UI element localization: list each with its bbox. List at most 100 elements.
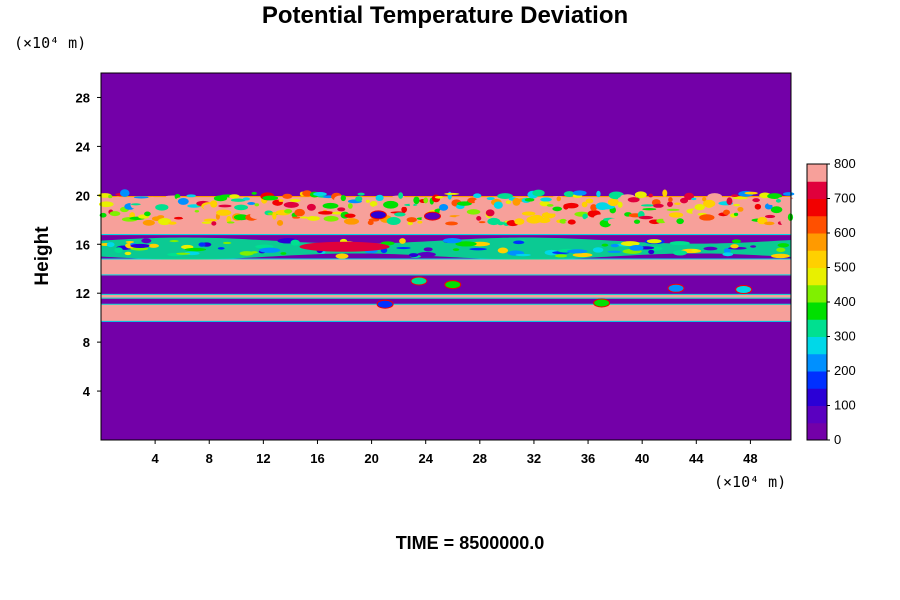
feature-1: [234, 204, 249, 211]
feature-2: [648, 249, 655, 255]
feature-2: [280, 252, 287, 255]
feature-1: [280, 205, 286, 209]
feature-2: [423, 247, 433, 252]
feature-1: [596, 190, 601, 198]
y-tick-label-0: 4: [83, 384, 91, 399]
feature-0: [318, 211, 334, 215]
feature-1: [398, 192, 404, 199]
feature-0: [307, 215, 320, 221]
feature-2: [125, 241, 135, 244]
colorbar-tick-label-6: 600: [834, 225, 856, 240]
colorbar-step-14: [807, 181, 827, 199]
feature-1: [444, 192, 460, 195]
feature-0: [748, 211, 764, 216]
feature-1: [155, 204, 169, 211]
feature-0: [559, 218, 567, 224]
feature-0: [780, 217, 791, 226]
feature-0: [299, 216, 309, 219]
feature-11: [376, 299, 394, 309]
feature-1: [251, 191, 257, 195]
feature-1: [497, 193, 513, 200]
feature-1: [744, 191, 758, 195]
feature-10: [444, 280, 462, 290]
feature-2: [515, 253, 531, 257]
feature-0: [633, 219, 641, 224]
feature-1: [662, 189, 668, 198]
feature-1: [617, 201, 623, 208]
feature-1: [230, 198, 246, 202]
feature-2: [691, 249, 699, 252]
feature-0: [764, 214, 776, 219]
feature-1: [142, 201, 152, 208]
x-tick-label-3: 16: [310, 451, 324, 466]
feature-2: [731, 239, 742, 244]
feature-0: [666, 208, 680, 211]
feature-1: [775, 198, 781, 203]
feature-0: [101, 220, 114, 225]
colorbar-step-6: [807, 319, 827, 337]
feature-1: [423, 197, 429, 204]
feature-1: [365, 199, 370, 203]
feature-0: [487, 217, 501, 226]
feature-0: [284, 209, 293, 214]
feature-0: [276, 219, 284, 226]
x-axis-ticks: 4 8 12 16 20 24 28 32 36 40 44 48: [152, 440, 758, 466]
feature-1: [289, 198, 301, 203]
feature-1: [262, 195, 279, 201]
feature-9: [410, 276, 428, 286]
feature-0: [567, 219, 576, 225]
feature-1: [505, 200, 512, 205]
feature-1: [667, 201, 673, 207]
feature-0: [521, 211, 536, 216]
feature-1: [302, 190, 312, 197]
feature-0: [593, 214, 607, 221]
feature-0: [401, 206, 408, 213]
feature-0: [386, 217, 401, 226]
feature-2: [703, 246, 718, 251]
colorbar-step-7: [807, 302, 827, 320]
feature-0: [292, 216, 301, 219]
feature-0: [194, 210, 200, 213]
feature-0: [367, 220, 374, 226]
feature-1: [563, 191, 576, 197]
colorbar-step-0: [807, 422, 827, 441]
feature-0: [787, 213, 794, 221]
x-tick-label-1: 8: [206, 451, 213, 466]
feature-2: [258, 247, 281, 253]
feature-1: [648, 193, 653, 198]
feature-2: [620, 241, 640, 247]
feature-0: [686, 213, 696, 219]
colorbar-step-8: [807, 284, 827, 303]
x-tick-label-7: 32: [527, 451, 541, 466]
feature-2: [777, 243, 790, 248]
feature-0: [109, 211, 121, 217]
feature-1: [278, 199, 284, 202]
colorbar-tick-label-0: 0: [834, 432, 841, 447]
feature-0: [331, 211, 343, 215]
feature-0: [406, 217, 417, 223]
feature-0: [201, 221, 212, 224]
feature-2: [629, 245, 644, 251]
feature-0: [168, 221, 177, 225]
feature-0: [157, 217, 172, 226]
feature-2: [255, 244, 274, 249]
feature-2: [770, 253, 790, 259]
feature-0: [552, 206, 563, 212]
feature-1: [151, 197, 163, 205]
feature-1: [481, 203, 492, 208]
feature-7: [667, 283, 685, 293]
feature-1: [306, 203, 316, 211]
feature-1: [409, 201, 414, 208]
feature-1: [524, 197, 535, 202]
feature-1: [108, 194, 113, 199]
feature-0: [770, 206, 783, 214]
feature-0: [699, 214, 715, 221]
x-tick-label-0: 4: [152, 451, 160, 466]
feature-0: [514, 218, 525, 225]
feature-0: [733, 212, 739, 217]
feature-1: [581, 201, 588, 208]
feature-5: [423, 211, 441, 221]
feature-2: [114, 247, 123, 253]
feature-2: [730, 244, 739, 249]
